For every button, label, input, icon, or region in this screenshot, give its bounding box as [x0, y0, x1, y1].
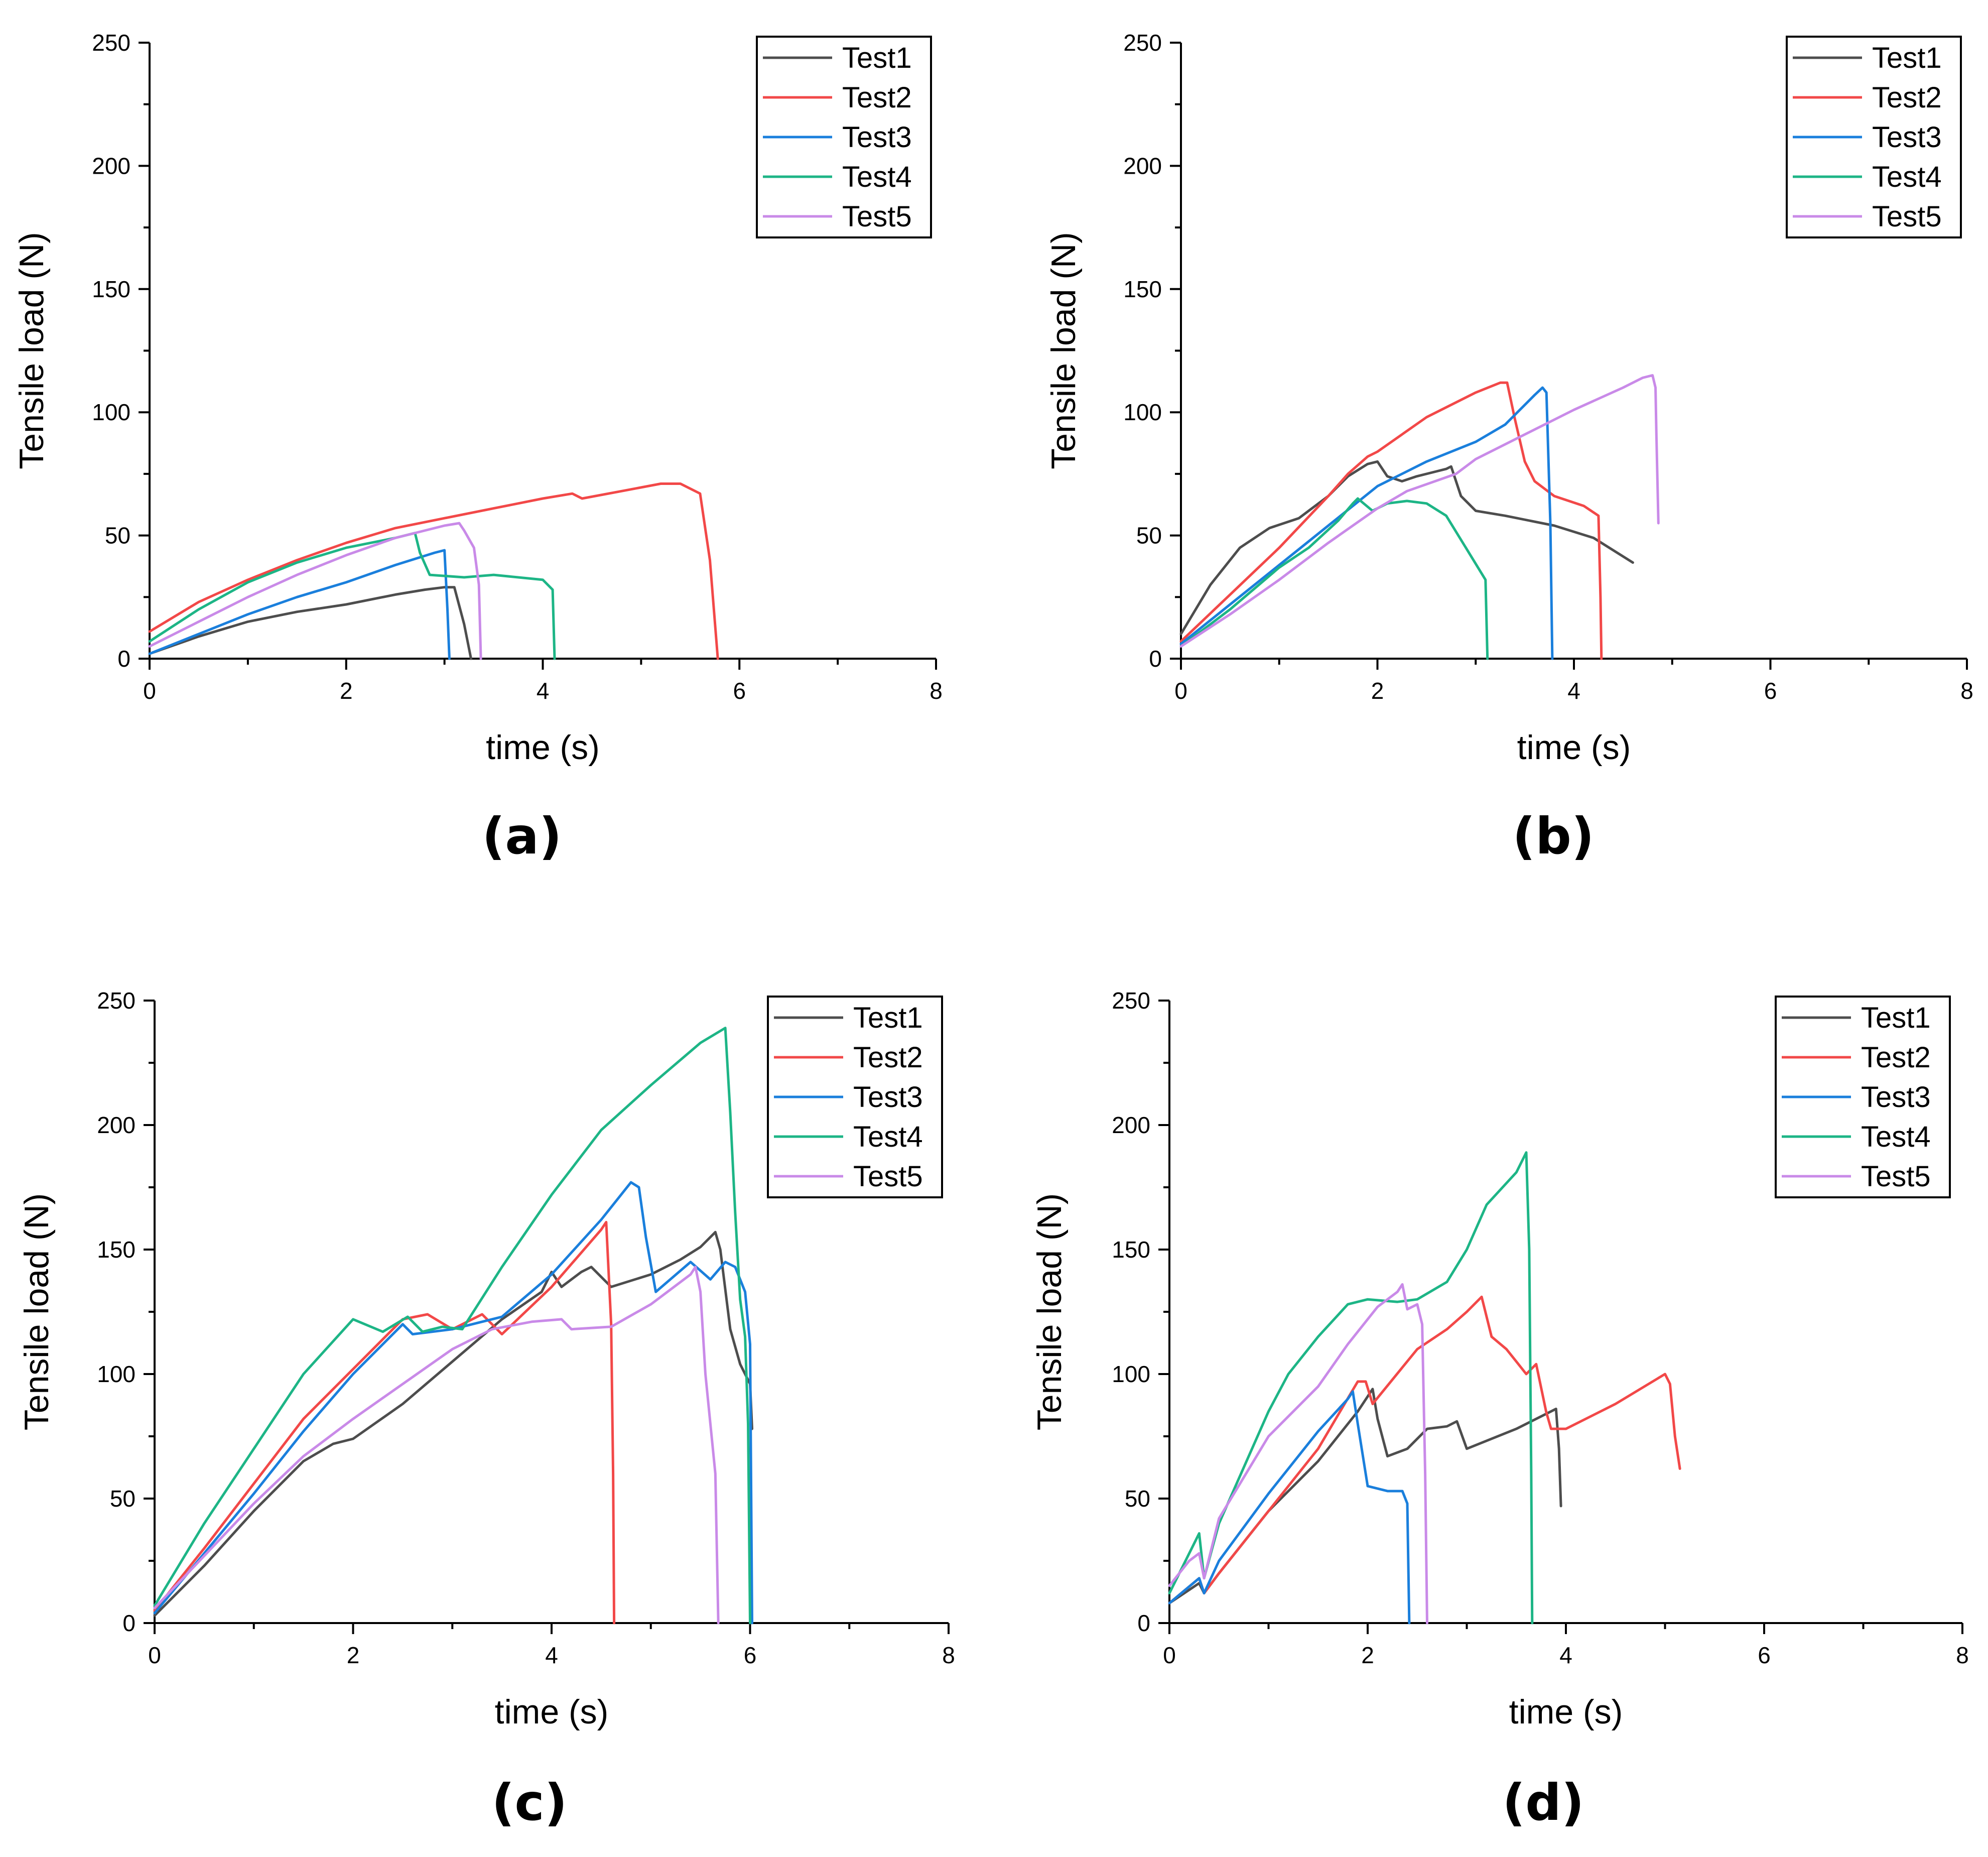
y-tick-label: 0	[1149, 646, 1162, 672]
legend-label-test4: Test4	[1872, 161, 1942, 193]
y-axis-label: Tensile load (N)	[1030, 1193, 1069, 1430]
y-tick-label: 250	[1112, 987, 1150, 1014]
x-tick-label: 4	[545, 1642, 558, 1668]
legend-label-test5: Test5	[1861, 1160, 1931, 1193]
y-axis-label: Tensile load (N)	[1044, 232, 1083, 469]
series-line-test3	[1179, 386, 1554, 660]
legend-label-test4: Test4	[853, 1121, 923, 1153]
y-tick-label: 150	[92, 276, 130, 302]
x-tick-label: 0	[1174, 678, 1187, 704]
legend-label-test2: Test2	[1872, 81, 1942, 114]
y-tick-label: 150	[1123, 276, 1162, 302]
y-tick-label: 50	[1125, 1485, 1150, 1512]
series-line-test5	[153, 1266, 720, 1625]
x-tick-label: 4	[537, 678, 550, 704]
series-line-test2	[1179, 381, 1603, 660]
y-tick-label: 250	[92, 30, 130, 56]
x-tick-label: 0	[143, 678, 156, 704]
legend-label-test5: Test5	[853, 1160, 923, 1193]
panel-caption: (b)	[1513, 807, 1595, 865]
y-tick-label: 0	[117, 646, 130, 672]
x-tick-label: 6	[733, 678, 746, 704]
legend-label-test2: Test2	[842, 81, 912, 114]
panel-caption: (c)	[492, 1773, 568, 1832]
x-tick-label: 6	[1764, 678, 1777, 704]
y-tick-label: 200	[1123, 153, 1162, 179]
x-tick-label: 6	[1758, 1642, 1771, 1668]
series-line-test1	[153, 1230, 753, 1617]
legend-label-test2: Test2	[1861, 1041, 1931, 1074]
y-tick-label: 0	[122, 1610, 136, 1636]
x-tick-label: 8	[1956, 1642, 1969, 1668]
legend-label-test2: Test2	[853, 1041, 923, 1074]
series-line-test1	[1179, 460, 1634, 636]
legend-label-test5: Test5	[1872, 200, 1942, 233]
legend-label-test3: Test3	[1872, 121, 1942, 154]
y-tick-label: 100	[1112, 1361, 1150, 1387]
y-tick-label: 200	[92, 153, 130, 179]
legend-label-test3: Test3	[1861, 1081, 1931, 1113]
y-tick-label: 50	[110, 1485, 136, 1512]
y-tick-label: 50	[1136, 523, 1162, 549]
x-axis-label: time (s)	[1517, 728, 1631, 767]
chart-panel-b: 0 2 4 6 8 0 50 100 150 200 250 time (s) Tensile load…	[1044, 30, 1973, 865]
x-axis-label: time (s)	[495, 1693, 609, 1731]
x-tick-label: 0	[1163, 1642, 1176, 1668]
series-line-test5	[148, 522, 482, 660]
x-tick-label: 4	[1559, 1642, 1572, 1668]
y-axis-label: Tensile load (N)	[18, 1193, 56, 1430]
panel-caption: (a)	[482, 807, 562, 865]
legend-label-test1: Test1	[853, 1002, 923, 1034]
series-line-test3	[1168, 1390, 1411, 1625]
chart-panel-c: 0 2 4 6 8 0 50 100 150 200 250 time (s) Tensile load…	[18, 987, 955, 1832]
legend-label-test1: Test1	[842, 42, 912, 74]
y-tick-label: 100	[1123, 399, 1162, 425]
legend-label-test5: Test5	[842, 200, 912, 233]
legend-label-test4: Test4	[1861, 1121, 1931, 1153]
x-tick-label: 8	[1960, 678, 1973, 704]
x-tick-label: 8	[930, 678, 943, 704]
y-tick-label: 0	[1137, 1610, 1150, 1636]
x-tick-label: 6	[744, 1642, 757, 1668]
x-tick-label: 2	[347, 1642, 360, 1668]
y-axis-label: Tensile load (N)	[13, 232, 51, 469]
legend-label-test1: Test1	[1861, 1002, 1931, 1034]
series-line-test2	[148, 482, 719, 660]
series-line-test1	[1168, 1388, 1562, 1604]
series-line-test5	[1179, 374, 1660, 648]
y-tick-label: 200	[97, 1112, 136, 1138]
y-tick-label: 250	[97, 987, 136, 1014]
x-tick-label: 2	[340, 678, 353, 704]
x-tick-label: 4	[1567, 678, 1580, 704]
series-line-test4	[148, 532, 556, 660]
series-line-test4	[1179, 497, 1489, 660]
y-tick-label: 150	[1112, 1236, 1150, 1263]
y-tick-label: 150	[97, 1236, 136, 1263]
legend-label-test1: Test1	[1872, 42, 1942, 74]
y-tick-label: 100	[97, 1361, 136, 1387]
y-tick-label: 50	[105, 523, 130, 549]
x-tick-label: 8	[942, 1642, 955, 1668]
chart-panel-d: 0 2 4 6 8 0 50 100 150 200 250 time (s) Tensile load…	[1030, 987, 1969, 1832]
y-tick-label: 200	[1112, 1112, 1150, 1138]
series-line-test5	[1168, 1283, 1428, 1625]
legend-label-test3: Test3	[842, 121, 912, 154]
y-tick-label: 250	[1123, 30, 1162, 56]
y-tick-label: 100	[92, 399, 130, 425]
x-tick-label: 2	[1361, 1642, 1374, 1668]
panel-caption: (d)	[1503, 1773, 1584, 1832]
series-line-test4	[153, 1027, 751, 1625]
series-line-test2	[1168, 1295, 1681, 1604]
legend-label-test3: Test3	[853, 1081, 923, 1113]
x-tick-label: 2	[1371, 678, 1384, 704]
x-axis-label: time (s)	[486, 728, 600, 767]
x-axis-label: time (s)	[1509, 1693, 1623, 1731]
series-line-test1	[148, 586, 472, 660]
chart-panel-a: 0 2 4 6 8 0 50 100 150 200 250 time (s) Tensile load…	[13, 30, 943, 865]
series-line-test3	[153, 1181, 753, 1625]
x-tick-label: 0	[148, 1642, 161, 1668]
legend-label-test4: Test4	[842, 161, 912, 193]
series-line-test3	[148, 549, 451, 660]
